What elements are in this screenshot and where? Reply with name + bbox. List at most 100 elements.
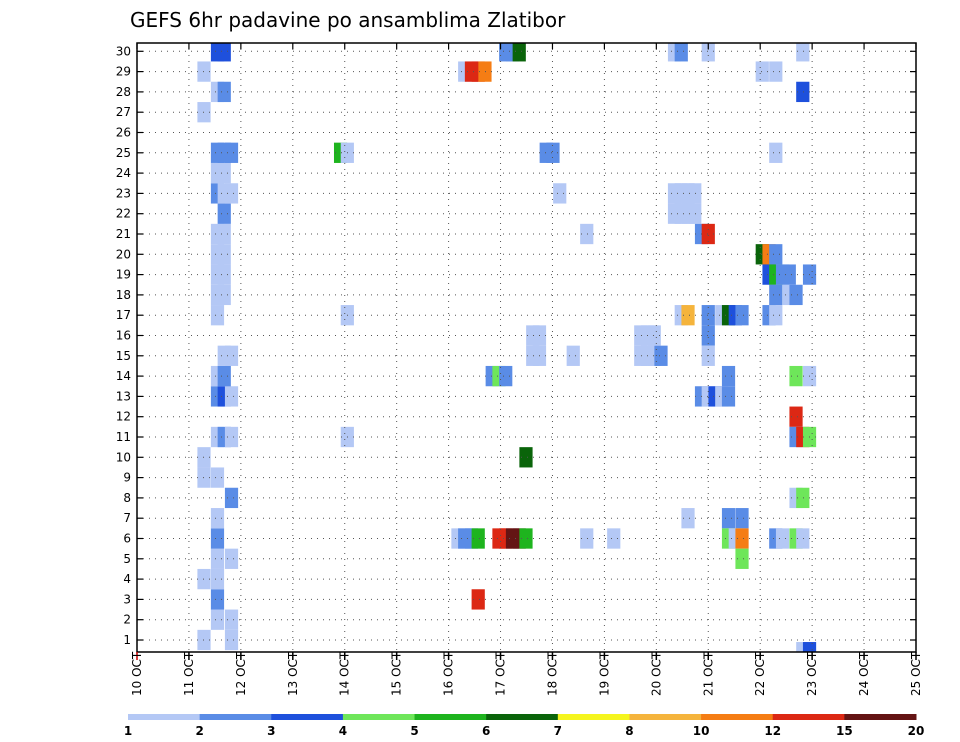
heatmap-cell bbox=[769, 142, 783, 163]
heatmap-cell bbox=[701, 43, 715, 62]
heatmap-cell bbox=[210, 568, 225, 590]
y-tick-label: 17 bbox=[116, 308, 131, 322]
heatmap-cell bbox=[607, 528, 621, 549]
heatmap-cell bbox=[224, 386, 239, 407]
heatmap-cell bbox=[755, 61, 769, 82]
y-tick-label: 13 bbox=[116, 389, 131, 403]
y-tick-label: 30 bbox=[116, 44, 131, 58]
y-tick-label: 4 bbox=[123, 572, 131, 586]
heatmap-cell bbox=[681, 305, 695, 326]
x-axis-ticks: 10 OCT 11 OCT 12 OCT 13 OCT 14 OCT 15 OCT 16 O… bbox=[130, 43, 923, 696]
heatmap-cell bbox=[217, 43, 231, 62]
heatmap-cell bbox=[217, 162, 231, 184]
heatmap-cell bbox=[735, 305, 749, 326]
heatmap-cell bbox=[802, 642, 817, 652]
y-tick-label: 6 bbox=[123, 532, 131, 546]
y-tick-label: 11 bbox=[116, 430, 131, 444]
colorbar-label: 1 bbox=[124, 724, 132, 738]
heatmap-cell bbox=[782, 264, 796, 285]
y-tick-label: 19 bbox=[116, 268, 131, 282]
heatmap-cell bbox=[769, 244, 783, 265]
heatmap-cell bbox=[217, 244, 231, 265]
heatmap-cell bbox=[217, 284, 231, 306]
colorbar-label: 12 bbox=[764, 724, 781, 738]
heatmap-cell bbox=[654, 345, 668, 366]
x-tick-label: 23 OCT bbox=[805, 651, 819, 696]
heatmap-cell bbox=[224, 183, 239, 204]
heatmap-cell bbox=[224, 142, 239, 163]
heatmap-cell bbox=[210, 305, 225, 326]
heatmap-cell bbox=[688, 203, 702, 224]
colorbar-swatch bbox=[271, 714, 344, 720]
heatmap-cell bbox=[735, 508, 749, 529]
heatmap-cell bbox=[701, 223, 715, 245]
colorbar-swatch bbox=[772, 714, 845, 720]
y-tick-label: 12 bbox=[116, 410, 131, 424]
colorbar-label: 20 bbox=[908, 724, 925, 738]
colorbar-swatch bbox=[701, 714, 774, 720]
heatmap-cell bbox=[796, 81, 810, 103]
heatmap-cell bbox=[566, 345, 580, 366]
heatmap-cells bbox=[197, 43, 817, 652]
colorbar-swatch bbox=[844, 714, 917, 720]
heatmap-cell bbox=[674, 43, 688, 62]
colorbar-swatch bbox=[557, 714, 630, 720]
heatmap-cell bbox=[210, 528, 225, 549]
colorbar-label: 2 bbox=[195, 724, 203, 738]
colorbar: 1 2 3 4 5 6 7 8 10 12 15 20 bbox=[124, 714, 925, 738]
heatmap-cell bbox=[499, 365, 513, 387]
colorbar-swatch bbox=[629, 714, 702, 720]
heatmap-cell bbox=[775, 528, 790, 549]
y-tick-label: 27 bbox=[116, 105, 131, 119]
y-tick-label: 28 bbox=[116, 85, 131, 99]
heatmap-cell bbox=[224, 426, 239, 448]
heatmap-cell bbox=[735, 528, 749, 549]
x-tick-label: 25 OCT bbox=[909, 651, 923, 696]
heatmap-cell bbox=[647, 325, 661, 346]
x-tick-label: 13 OCT bbox=[286, 651, 300, 696]
colorbar-label: 4 bbox=[339, 724, 347, 738]
y-tick-label: 10 bbox=[116, 450, 131, 464]
heatmap-cell bbox=[224, 345, 239, 366]
heatmap-cell bbox=[478, 61, 492, 82]
heatmap-cell bbox=[224, 487, 239, 509]
heatmap-cell bbox=[789, 406, 803, 427]
heatmap-cell bbox=[681, 508, 695, 529]
x-tick-label: 22 OCT bbox=[753, 651, 767, 696]
colorbar-swatch bbox=[342, 714, 416, 720]
y-tick-label: 7 bbox=[123, 511, 131, 525]
colorbar-label: 3 bbox=[267, 724, 275, 738]
heatmap-cell bbox=[789, 284, 803, 306]
y-tick-label: 3 bbox=[123, 592, 131, 606]
heatmap-cell bbox=[796, 487, 810, 509]
y-tick-label: 14 bbox=[116, 369, 131, 383]
heatmap-cell bbox=[217, 81, 231, 103]
heatmap-cell bbox=[224, 609, 239, 630]
heatmap-cell bbox=[688, 183, 702, 204]
heatmap-cell bbox=[796, 528, 810, 549]
heatmap-cell bbox=[796, 43, 810, 62]
y-tick-label: 18 bbox=[116, 288, 131, 302]
x-tick-label: 18 OCT bbox=[545, 651, 559, 696]
heatmap-cell bbox=[224, 548, 239, 569]
colorbar-label: 6 bbox=[482, 724, 490, 738]
heatmap-cell bbox=[224, 629, 239, 651]
y-tick-label: 8 bbox=[123, 491, 131, 505]
heatmap-cell bbox=[210, 467, 225, 488]
heatmap-cell bbox=[217, 365, 231, 387]
heatmap-cell bbox=[721, 508, 736, 529]
heatmap-cell bbox=[789, 365, 803, 387]
y-tick-label: 9 bbox=[123, 471, 131, 485]
colorbar-label: 10 bbox=[693, 724, 710, 738]
x-tick-label: 14 OCT bbox=[338, 651, 352, 696]
colorbar-swatch bbox=[486, 714, 559, 720]
y-tick-label: 15 bbox=[116, 349, 131, 363]
heatmap-cell bbox=[769, 284, 783, 306]
y-tick-label: 16 bbox=[116, 329, 131, 343]
x-tick-label: 24 OCT bbox=[857, 651, 871, 696]
y-tick-label: 29 bbox=[116, 65, 131, 79]
y-tick-label: 1 bbox=[123, 633, 131, 647]
y-tick-label: 2 bbox=[123, 613, 131, 627]
heatmap-cell bbox=[580, 528, 594, 549]
x-tick-label: 16 OCT bbox=[442, 651, 456, 696]
